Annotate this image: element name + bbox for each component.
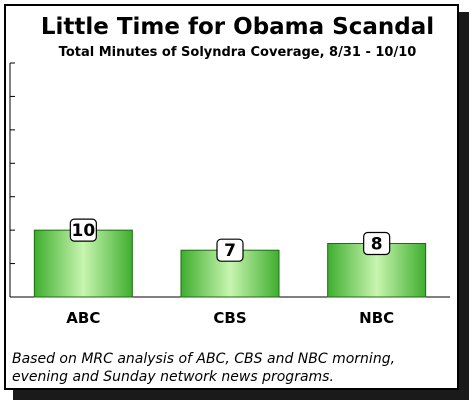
data-label-cbs: 7 [224,241,236,261]
data-label-box [216,238,244,262]
data-label-box [69,218,97,242]
data-label-abc: 10 [71,221,95,241]
data-label-nbc: 8 [371,235,383,255]
x-tick-label-nbc: NBC [359,309,394,327]
chart-title: Little Time for Obama Scandal [40,14,435,40]
x-tick-label-cbs: CBS [213,309,246,327]
x-tick-label-abc: ABC [66,309,100,327]
chart-frame [4,4,459,390]
chart-subtitle: Total Minutes of Solyndra Coverage, 8/31… [58,45,417,60]
footnote: Based on MRC analysis of ABC, CBS and NB… [12,351,396,385]
data-label-box [363,231,391,256]
